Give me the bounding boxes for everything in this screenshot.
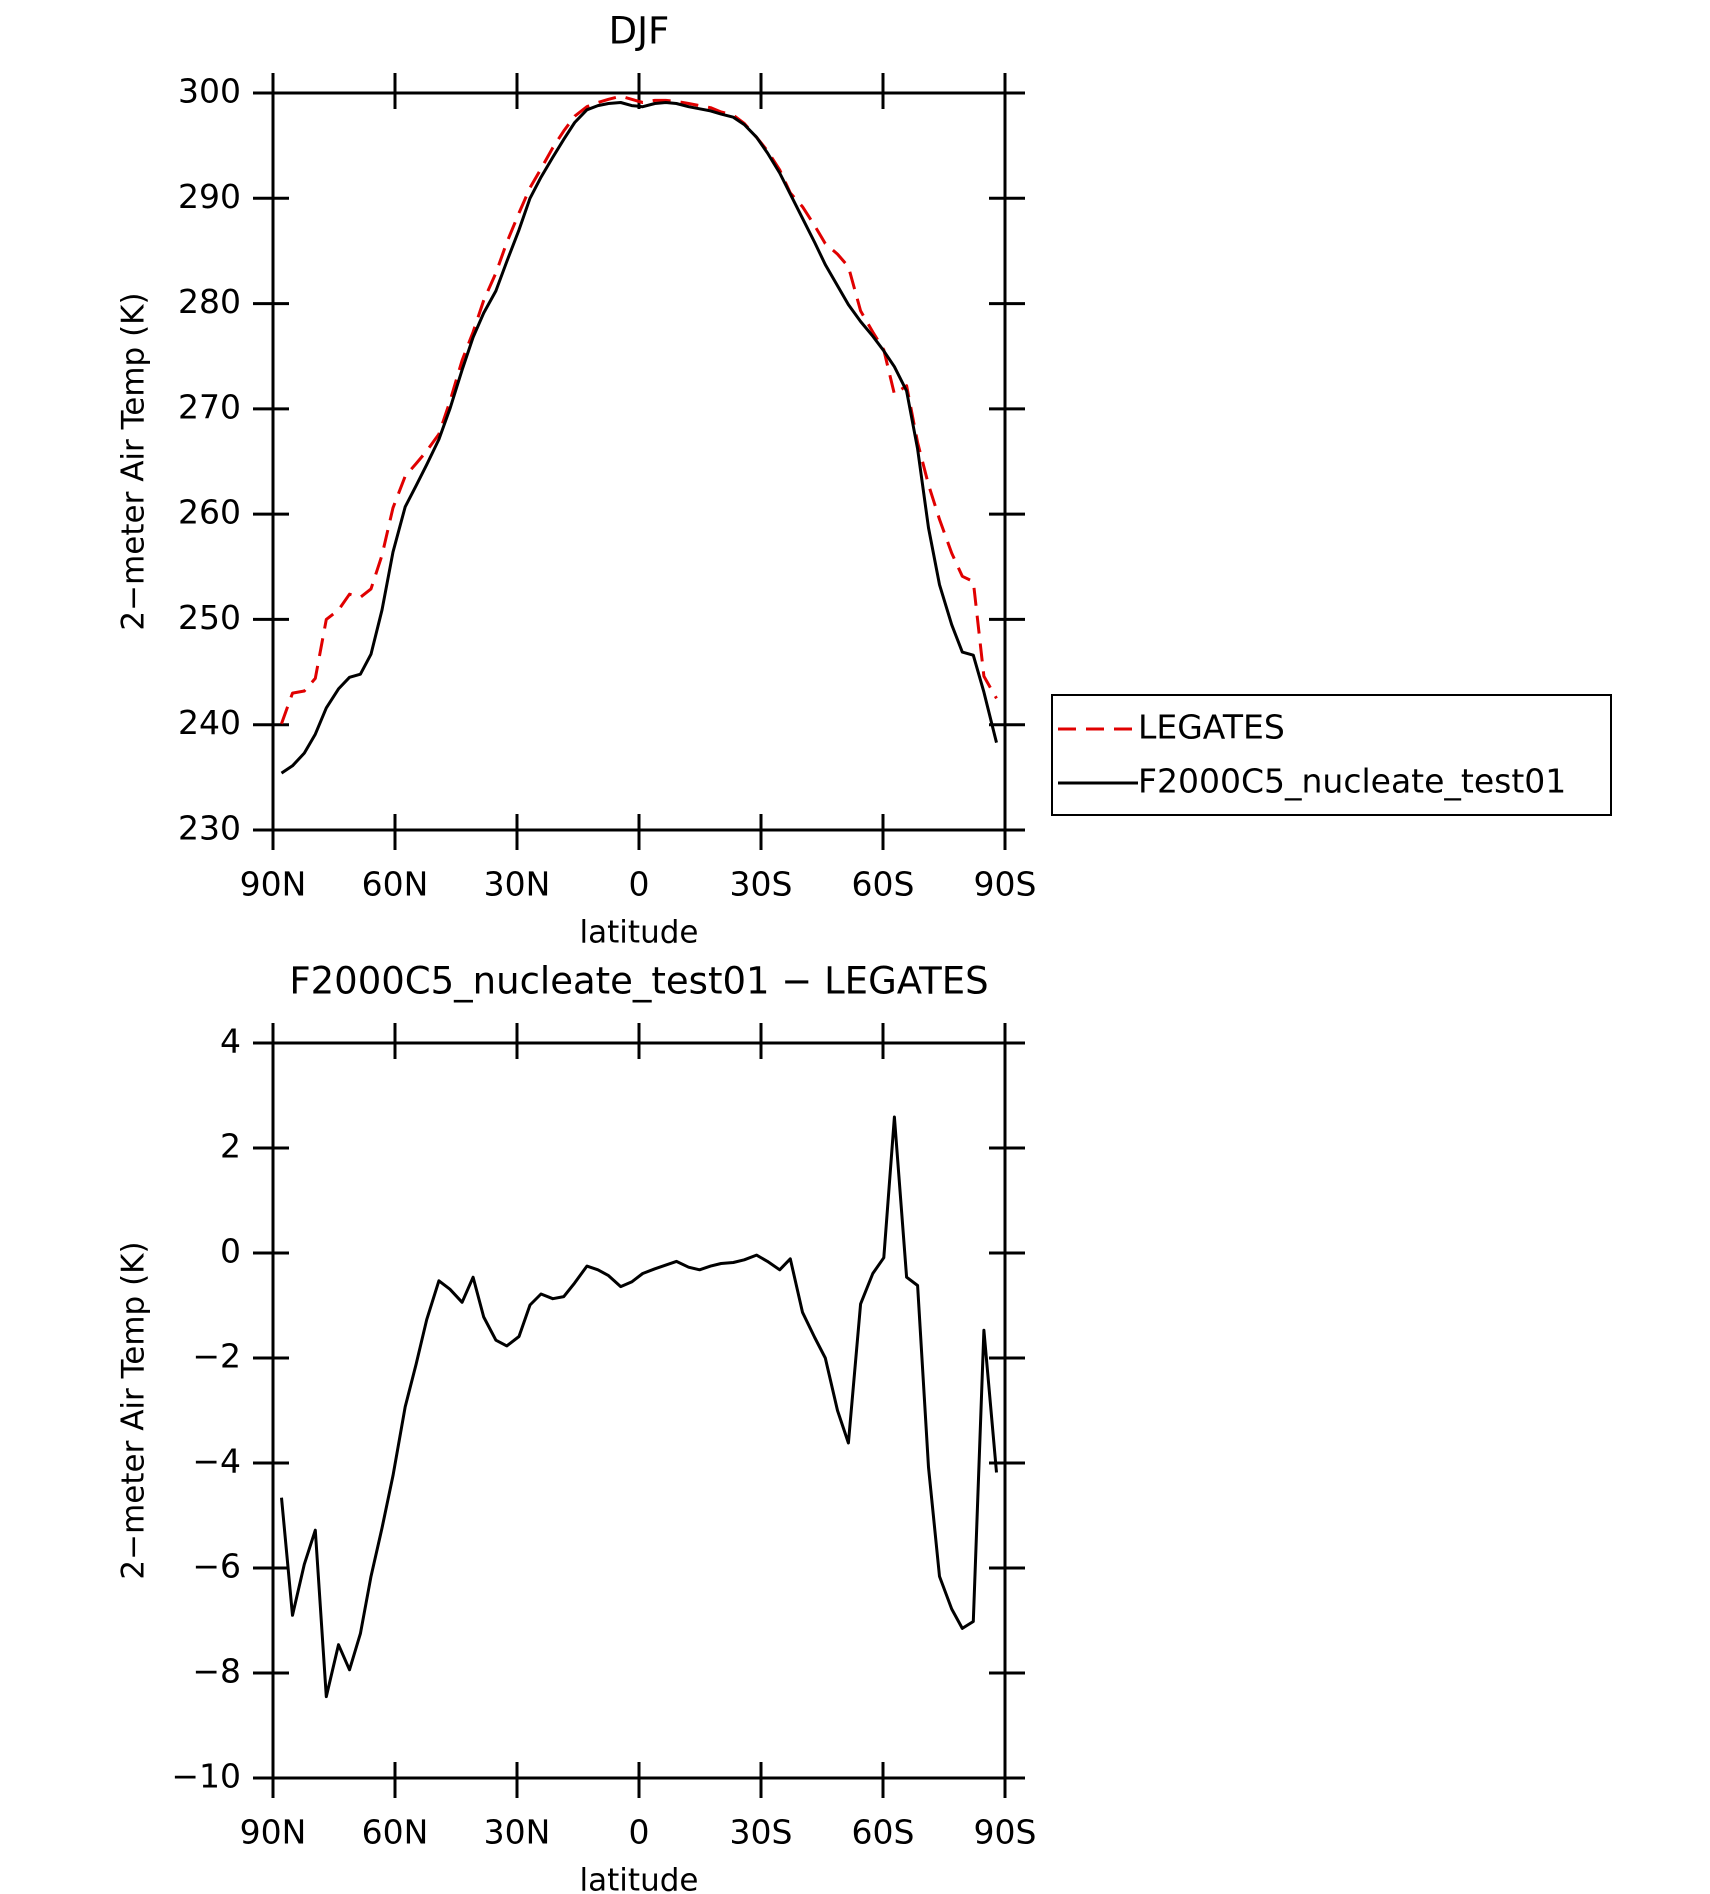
x-tick-label: 90S	[974, 1813, 1037, 1852]
x-tick-label: 30N	[484, 865, 551, 904]
x-tick-label: 60S	[852, 865, 915, 904]
y-axis-label: 2−meter Air Temp (K)	[116, 1241, 152, 1579]
y-tick-label: 260	[178, 493, 241, 532]
x-axis-label: latitude	[580, 915, 699, 951]
x-tick-label: 60N	[362, 1813, 429, 1852]
legend-label: F2000C5_nucleate_test01	[1138, 762, 1566, 801]
y-tick-label: −2	[192, 1337, 241, 1376]
y-tick-label: −8	[192, 1652, 241, 1691]
y-tick-label: −10	[171, 1757, 241, 1796]
chart-title: F2000C5_nucleate_test01 − LEGATES	[289, 960, 988, 1003]
x-tick-label: 30S	[730, 1813, 793, 1852]
x-tick-label: 90N	[240, 1813, 307, 1852]
y-axis-label: 2−meter Air Temp (K)	[116, 292, 152, 630]
chart-title: DJF	[609, 10, 670, 53]
y-tick-label: 250	[178, 598, 241, 637]
y-tick-label: −6	[192, 1547, 241, 1586]
x-tick-label: 0	[629, 1813, 650, 1852]
y-tick-label: 2	[220, 1127, 241, 1166]
data-line	[280, 1115, 998, 1699]
x-axis-label: latitude	[580, 1863, 699, 1894]
x-tick-label: 30S	[730, 865, 793, 904]
y-tick-label: 230	[178, 809, 241, 848]
x-tick-label: 60S	[852, 1813, 915, 1852]
legend-box	[1051, 694, 1612, 816]
y-tick-label: 280	[178, 282, 241, 321]
plot-frame	[271, 1041, 1007, 1780]
y-tick-label: 290	[178, 177, 241, 216]
x-tick-label: 0	[629, 865, 650, 904]
x-tick-label: 90S	[974, 865, 1037, 904]
legend-label: LEGATES	[1138, 708, 1285, 747]
data-line	[280, 101, 998, 775]
y-tick-label: 300	[178, 72, 241, 111]
y-tick-label: 270	[178, 387, 241, 426]
y-tick-label: −4	[192, 1442, 241, 1481]
y-tick-label: 0	[220, 1232, 241, 1271]
y-tick-label: 4	[220, 1022, 241, 1061]
x-tick-label: 30N	[484, 1813, 551, 1852]
plot-frame	[271, 91, 1007, 832]
x-tick-label: 60N	[362, 865, 429, 904]
y-tick-label: 240	[178, 703, 241, 742]
x-tick-label: 90N	[240, 865, 307, 904]
data-line	[280, 94, 998, 725]
